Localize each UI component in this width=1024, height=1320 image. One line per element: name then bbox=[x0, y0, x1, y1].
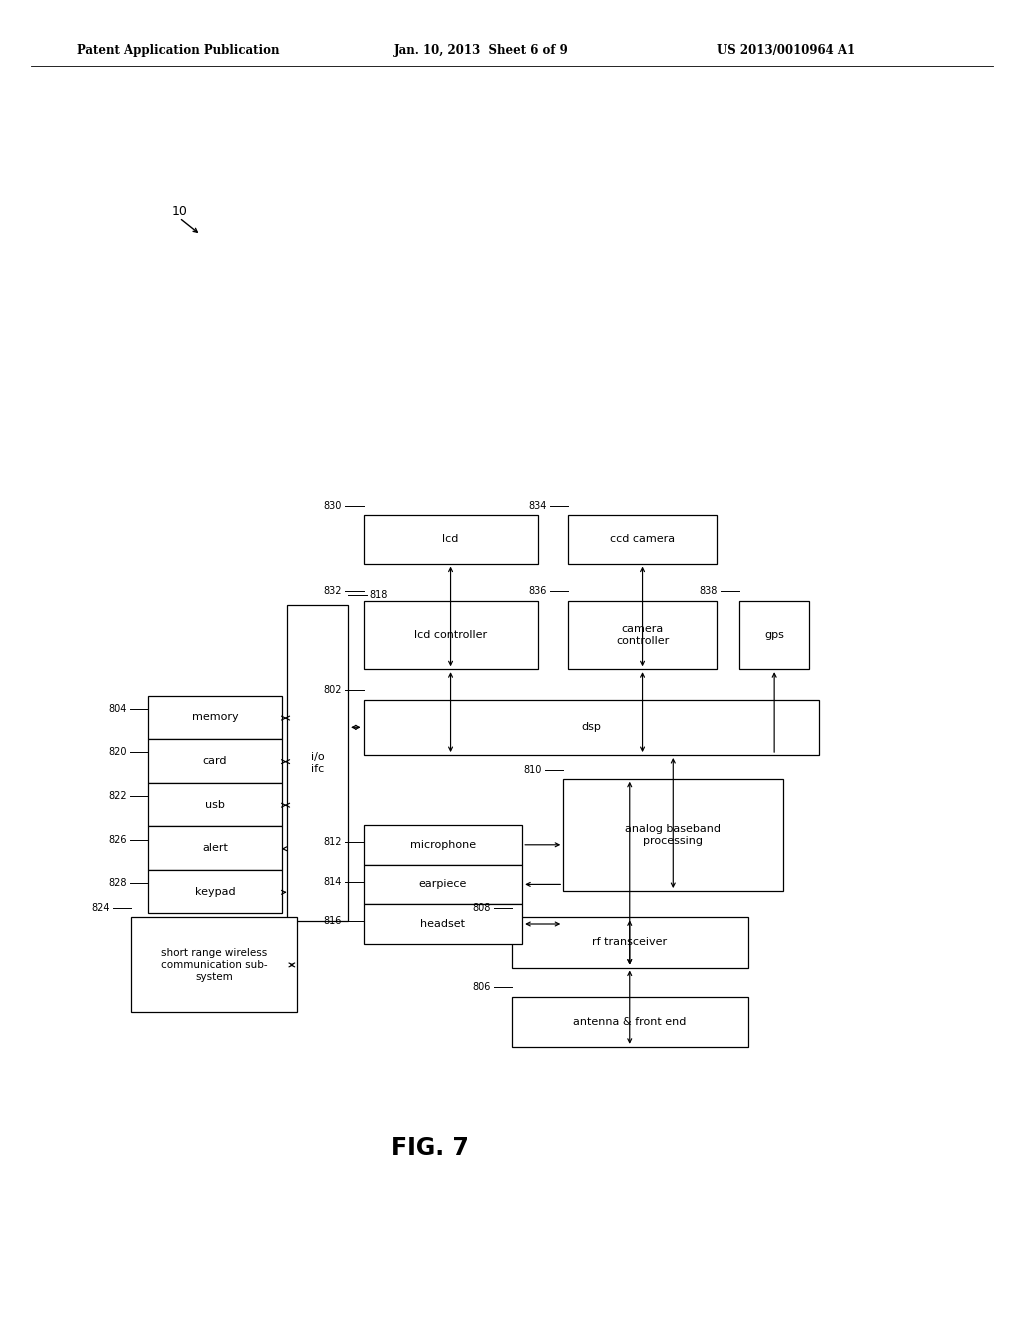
Text: analog baseband
processing: analog baseband processing bbox=[626, 824, 721, 846]
Text: 824: 824 bbox=[91, 903, 110, 913]
Bar bbox=[287, 605, 348, 921]
Text: i/o
ifc: i/o ifc bbox=[310, 752, 325, 774]
Text: keypad: keypad bbox=[195, 887, 236, 896]
Text: dsp: dsp bbox=[582, 722, 601, 733]
Text: earpiece: earpiece bbox=[419, 879, 467, 890]
Bar bbox=[568, 601, 717, 669]
Text: Patent Application Publication: Patent Application Publication bbox=[77, 44, 280, 57]
Text: 834: 834 bbox=[528, 500, 547, 511]
Text: 818: 818 bbox=[370, 590, 388, 601]
Text: camera
controller: camera controller bbox=[615, 624, 670, 645]
Text: 802: 802 bbox=[324, 685, 342, 696]
Text: 822: 822 bbox=[109, 791, 127, 801]
Text: 814: 814 bbox=[324, 876, 342, 887]
Text: headset: headset bbox=[421, 919, 465, 929]
Bar bbox=[364, 515, 538, 564]
Bar bbox=[148, 739, 282, 783]
Text: 810: 810 bbox=[523, 764, 542, 775]
Text: gps: gps bbox=[764, 630, 784, 640]
Text: Jan. 10, 2013  Sheet 6 of 9: Jan. 10, 2013 Sheet 6 of 9 bbox=[394, 44, 569, 57]
Bar bbox=[563, 779, 783, 891]
Text: 836: 836 bbox=[528, 586, 547, 597]
Text: memory: memory bbox=[191, 713, 239, 722]
Text: card: card bbox=[203, 756, 227, 766]
Text: 10: 10 bbox=[172, 205, 188, 218]
Text: 820: 820 bbox=[109, 747, 127, 758]
Text: 812: 812 bbox=[324, 837, 342, 847]
Text: alert: alert bbox=[202, 843, 228, 853]
Text: lcd controller: lcd controller bbox=[414, 630, 487, 640]
Bar bbox=[739, 601, 809, 669]
Bar bbox=[364, 700, 819, 755]
Bar bbox=[364, 865, 522, 904]
Text: 808: 808 bbox=[472, 903, 490, 913]
Bar bbox=[512, 997, 748, 1047]
Text: 816: 816 bbox=[324, 916, 342, 927]
Text: 838: 838 bbox=[699, 586, 718, 597]
Text: 804: 804 bbox=[109, 704, 127, 714]
Bar bbox=[364, 601, 538, 669]
Bar bbox=[364, 904, 522, 944]
Text: rf transceiver: rf transceiver bbox=[592, 937, 668, 948]
Bar bbox=[512, 917, 748, 968]
Text: 832: 832 bbox=[324, 586, 342, 597]
Bar bbox=[568, 515, 717, 564]
Text: US 2013/0010964 A1: US 2013/0010964 A1 bbox=[717, 44, 855, 57]
Text: 826: 826 bbox=[109, 834, 127, 845]
Text: 828: 828 bbox=[109, 878, 127, 888]
Text: microphone: microphone bbox=[410, 840, 476, 850]
Text: 830: 830 bbox=[324, 500, 342, 511]
Text: antenna & front end: antenna & front end bbox=[573, 1016, 686, 1027]
Text: FIG. 7: FIG. 7 bbox=[391, 1137, 469, 1160]
Bar bbox=[364, 825, 522, 865]
Text: lcd: lcd bbox=[442, 535, 459, 544]
Text: ccd camera: ccd camera bbox=[610, 535, 675, 544]
Bar bbox=[131, 917, 297, 1012]
Text: 806: 806 bbox=[472, 982, 490, 993]
Bar bbox=[148, 783, 282, 826]
Text: short range wireless
communication sub-
system: short range wireless communication sub- … bbox=[161, 948, 267, 982]
Bar bbox=[148, 870, 282, 913]
Text: usb: usb bbox=[205, 800, 225, 809]
Bar bbox=[148, 826, 282, 870]
Bar bbox=[148, 696, 282, 739]
